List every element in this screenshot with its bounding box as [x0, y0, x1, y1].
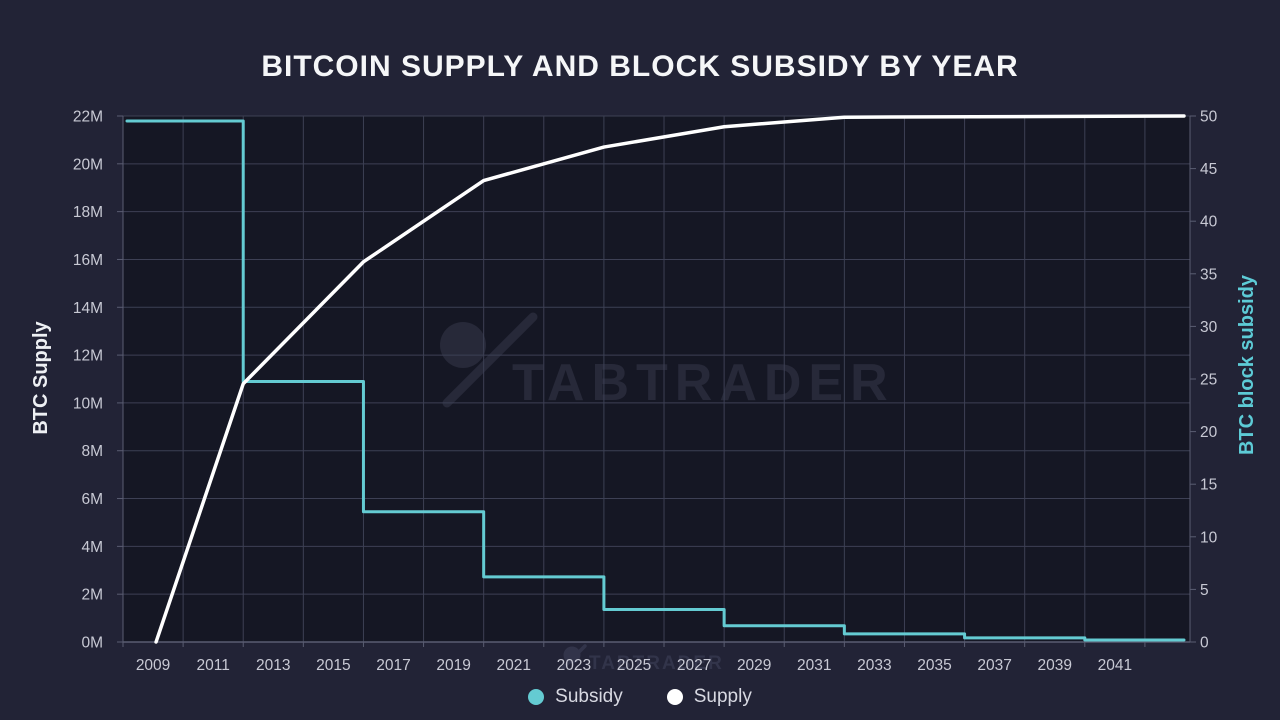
x-axis-label: 2025 — [617, 657, 651, 674]
y-left-label: 18M — [73, 204, 103, 221]
x-axis-label: 2039 — [1038, 657, 1072, 674]
x-axis-label: 2013 — [256, 657, 290, 674]
tabtrader-logo-icon — [442, 312, 538, 408]
subsidy-line — [125, 119, 1186, 642]
supply-line — [154, 114, 1186, 644]
legend: Subsidy Supply — [0, 686, 1280, 708]
watermark-text: TABTRADER — [512, 354, 895, 412]
x-axis-label: 2017 — [376, 657, 410, 674]
y-left-label: 16M — [73, 252, 103, 269]
y-right-label: 40 — [1200, 214, 1218, 231]
y-right-label: 20 — [1200, 424, 1218, 441]
x-axis-label: 2023 — [557, 657, 591, 674]
x-axis-label: 2011 — [196, 657, 229, 674]
x-axis-label: 2019 — [436, 657, 470, 674]
y-right-label: 30 — [1200, 319, 1218, 336]
tabtrader-logo-small-icon — [563, 646, 581, 664]
x-axis-label: 2029 — [737, 657, 771, 674]
left-axis-title: BTC Supply — [30, 321, 52, 435]
x-axis-label: 2015 — [316, 657, 350, 674]
y-left-label: 10M — [73, 395, 103, 412]
tabtrader-logo-small-icon — [561, 644, 587, 670]
y-left-label: 6M — [81, 491, 103, 508]
x-axis-label: 2009 — [136, 657, 170, 674]
y-right-label: 25 — [1200, 372, 1217, 389]
y-left-label: 12M — [73, 348, 103, 365]
y-left-label: 4M — [81, 539, 103, 556]
y-right-label: 5 — [1200, 582, 1209, 599]
subsidy-legend-dot-icon — [528, 689, 545, 705]
x-axis-label: 2035 — [917, 657, 951, 674]
supply-legend-dot-icon — [666, 689, 683, 705]
x-axis-label: 2027 — [677, 657, 711, 674]
x-axis-label: 2041 — [1098, 657, 1132, 674]
legend-item-subsidy[interactable]: Subsidy — [528, 686, 623, 708]
y-left-label: 2M — [81, 587, 103, 604]
y-right-label: 45 — [1200, 161, 1217, 178]
legend-item-supply[interactable]: Supply — [666, 686, 752, 708]
y-right-label: 35 — [1200, 266, 1217, 283]
plot-background — [123, 116, 1190, 642]
x-axis-label: 2021 — [496, 657, 530, 674]
x-axis-label: 2031 — [797, 657, 831, 674]
tabtrader-logo-icon — [440, 322, 486, 368]
y-left-label: 20M — [73, 156, 103, 173]
legend-item-supply-label: Supply — [693, 686, 752, 707]
y-left-label: 0M — [81, 635, 103, 652]
y-right-label: 50 — [1200, 109, 1218, 126]
y-right-label: 10 — [1200, 529, 1218, 546]
y-right-label: 0 — [1200, 635, 1209, 652]
y-left-label: 14M — [73, 300, 103, 317]
right-axis-title: BTC block subsidy — [1236, 274, 1258, 456]
watermark-bottom-text: TABTRADER — [589, 653, 724, 674]
legend-item-subsidy-label: Subsidy — [555, 686, 623, 707]
y-left-label: 22M — [73, 109, 103, 126]
x-axis-label: 2037 — [977, 657, 1011, 674]
y-right-label: 15 — [1200, 477, 1217, 494]
chart-title: BITCOIN SUPPLY AND BLOCK SUBSIDY BY YEAR — [261, 50, 1019, 83]
x-axis-label: 2033 — [857, 657, 891, 674]
y-left-label: 8M — [81, 443, 103, 460]
